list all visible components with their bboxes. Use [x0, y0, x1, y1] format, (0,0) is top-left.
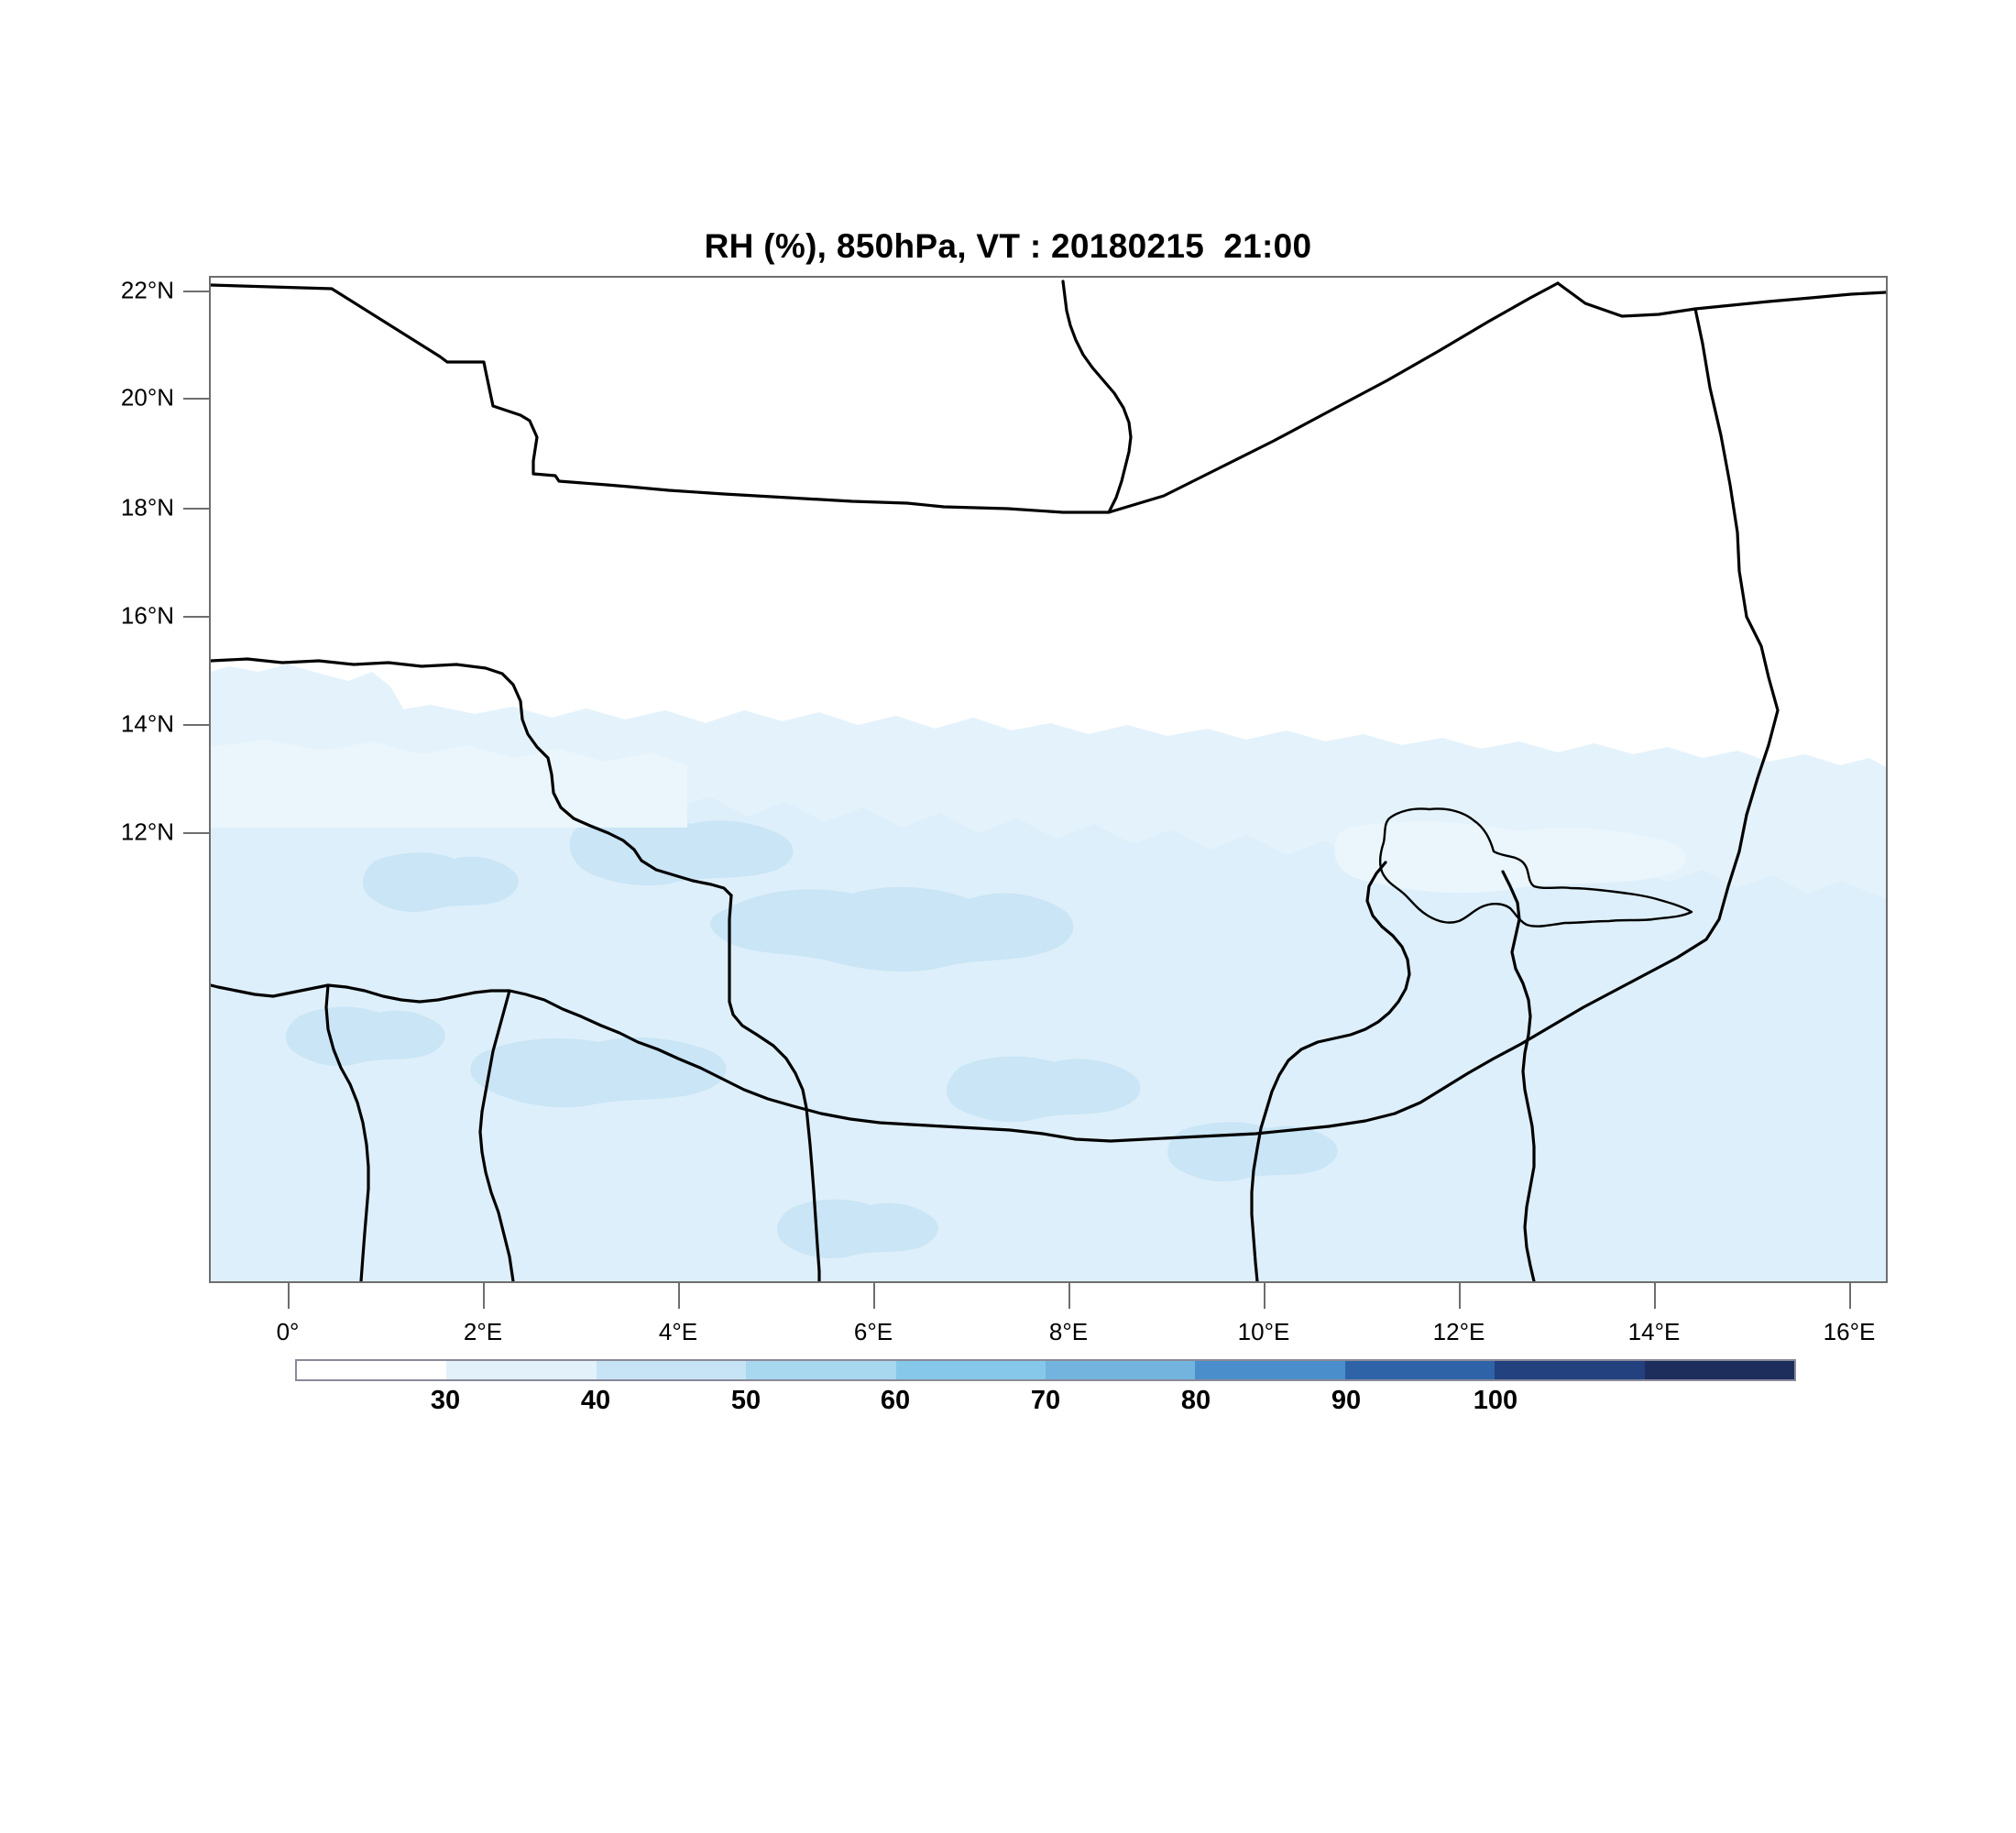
xtick-label-6E: 6°E [853, 1318, 893, 1345]
ytick-mark-20N [183, 398, 209, 400]
coastline-border-layer [211, 280, 1886, 1281]
border-niger-northwest [211, 281, 1560, 514]
xtick-mark-10E [1264, 1283, 1265, 1309]
rh-shade-core-8 [363, 852, 519, 913]
ytick-mark-12N [183, 832, 209, 834]
xtick-mark-2E [483, 1283, 485, 1309]
border-burkina-west [324, 983, 370, 1281]
rh-shade-core-4 [947, 1056, 1141, 1123]
colorbar-tick-80: 80 [1180, 1386, 1211, 1415]
rh-shade-40-50 [211, 780, 1886, 1281]
colorbar-tick-30: 30 [430, 1386, 461, 1415]
xtick-mark-4E [678, 1283, 680, 1309]
xtick-label-0: 0° [276, 1318, 300, 1345]
xtick-label-16E: 16°E [1823, 1318, 1876, 1345]
colorbar-swatch-6 [1195, 1361, 1345, 1379]
map-graphics [211, 280, 1886, 1281]
rh-shade-core-2 [470, 1037, 727, 1108]
border-niger-west [211, 657, 733, 897]
border-niger-east [1180, 307, 1780, 1139]
xtick-label-4E: 4°E [658, 1318, 698, 1345]
colorbar-tick-100: 100 [1473, 1386, 1518, 1415]
colorbar-tick-70: 70 [1030, 1386, 1061, 1415]
xtick-mark-14E [1654, 1283, 1656, 1309]
colorbar-swatch-8 [1495, 1361, 1645, 1379]
border-niger-northeast [1556, 281, 1886, 318]
border-chad-cameroon [1501, 870, 1536, 1281]
colorbar-tick-90: 90 [1331, 1386, 1362, 1415]
rh-shade-core-7 [286, 1006, 445, 1067]
ytick-mark-22N [183, 291, 209, 292]
rh-shade-core-1 [709, 886, 1074, 972]
colorbar-swatch-2 [596, 1361, 747, 1379]
colorbar-tick-60: 60 [880, 1386, 911, 1415]
lake-chad [1379, 807, 1693, 927]
colorbar-tick-50: 50 [730, 1386, 761, 1415]
ytick-mark-16N [183, 616, 209, 618]
xtick-mark-0 [288, 1283, 290, 1309]
xtick-label-12E: 12°E [1432, 1318, 1485, 1345]
colorbar-swatch-1 [446, 1361, 597, 1379]
map-plot-area[interactable] [209, 276, 1888, 1283]
page-title: RH (%), 850hPa, VT : 20180215 21:00 [704, 227, 1312, 265]
xtick-label-8E: 8°E [1048, 1318, 1089, 1345]
xtick-label-10E: 10°E [1237, 1318, 1290, 1345]
rh-shade-core-3 [569, 818, 794, 886]
ytick-label-14N: 14°N [120, 709, 174, 738]
xtick-label-2E: 2°E [463, 1318, 503, 1345]
xtick-mark-6E [873, 1283, 875, 1309]
colorbar-swatch-3 [746, 1361, 896, 1379]
border-niger-south [211, 983, 1184, 1143]
colorbar-swatch-9 [1644, 1361, 1795, 1379]
ytick-mark-14N [183, 724, 209, 726]
border-burkina-benin [728, 894, 821, 1281]
border-lake-chad-south [1250, 861, 1411, 1281]
colorbar-swatch-7 [1344, 1361, 1496, 1379]
ytick-label-12N: 12°N [120, 818, 174, 846]
colorbar-swatch-5 [1046, 1361, 1196, 1379]
rh-shading-layer [211, 664, 1886, 1281]
colorbar[interactable] [295, 1359, 1796, 1381]
rh-shade-edge-1 [211, 740, 687, 828]
colorbar-swatch-0 [297, 1361, 447, 1379]
colorbar-tick-40: 40 [580, 1386, 611, 1415]
xtick-mark-8E [1068, 1283, 1070, 1309]
xtick-mark-16E [1849, 1283, 1851, 1309]
ytick-label-20N: 20°N [120, 383, 174, 412]
ytick-mark-18N [183, 508, 209, 510]
ytick-label-22N: 22°N [120, 276, 174, 304]
border-benin-togo [478, 989, 515, 1281]
xtick-label-14E: 14°E [1627, 1318, 1681, 1345]
border-north-tip [1061, 280, 1133, 514]
ytick-label-18N: 18°N [120, 493, 174, 521]
colorbar-swatch-4 [895, 1361, 1046, 1379]
ytick-label-16N: 16°N [120, 601, 174, 630]
xtick-mark-12E [1459, 1283, 1461, 1309]
